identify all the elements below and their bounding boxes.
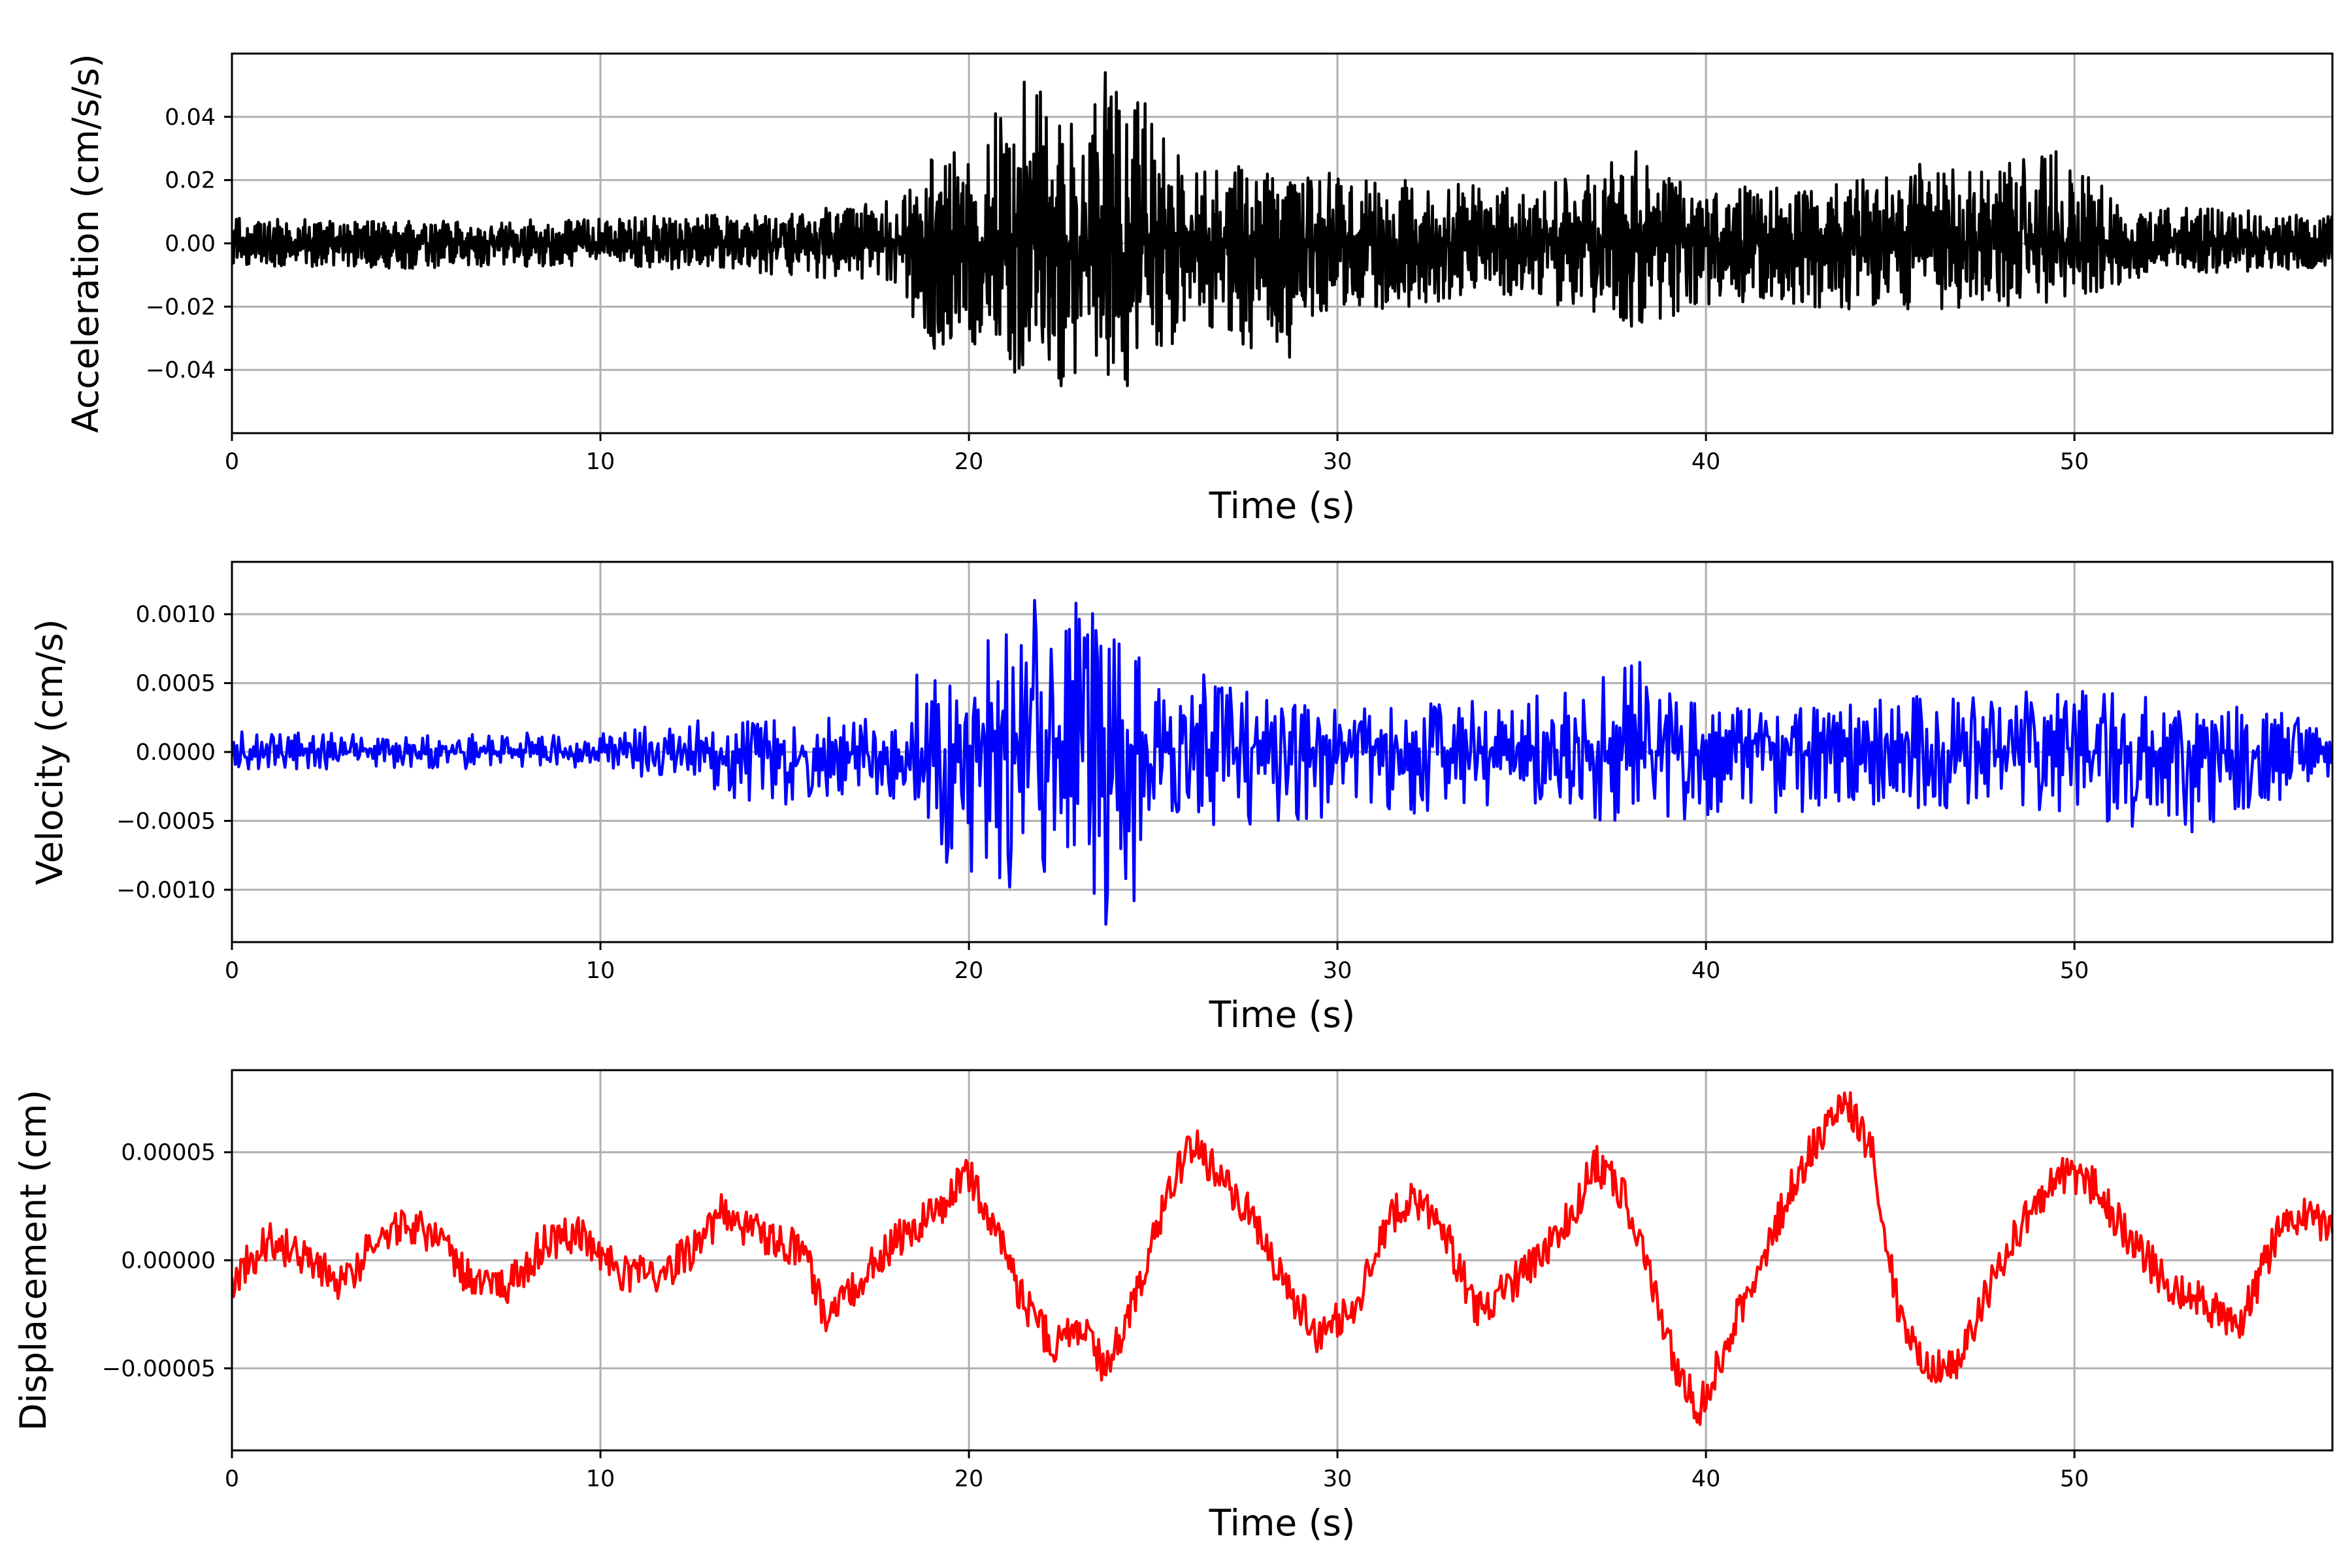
acceleration-ytick-label: 0.04 — [165, 105, 216, 131]
velocity-xtick-label: 30 — [1323, 958, 1352, 984]
velocity-xtick-label: 50 — [2060, 958, 2089, 984]
displacement-ytick-label: 0.00005 — [121, 1140, 216, 1166]
acceleration-xtick-label: 40 — [1691, 449, 1721, 475]
acceleration-xtick-label: 20 — [955, 449, 984, 475]
acceleration-xtick-label: 0 — [225, 449, 239, 475]
velocity-xaxis-label: Time (s) — [1209, 994, 1356, 1036]
velocity-ytick-label: 0.0005 — [136, 671, 216, 697]
displacement-yaxis-label: Displacement (cm) — [12, 1090, 54, 1431]
displacement-series-line — [232, 1091, 2332, 1426]
displacement-ytick-label: −0.00005 — [102, 1356, 216, 1382]
velocity-xtick-label: 10 — [586, 958, 615, 984]
displacement-xtick-label: 0 — [225, 1466, 239, 1492]
velocity-ytick-label: −0.0005 — [116, 808, 216, 834]
acceleration-panel: 0 10 20 30 40 50 −0.04 −0.02 0.00 0.02 0.04 Time (s… — [65, 52, 2334, 527]
acceleration-xaxis-label: Time (s) — [1209, 485, 1356, 527]
velocity-yaxis-label: Velocity (cm/s) — [29, 619, 71, 885]
acceleration-series-line — [232, 71, 2332, 387]
displacement-xtick-label: 30 — [1323, 1466, 1352, 1492]
velocity-ytick-label: 0.0000 — [136, 740, 216, 766]
acceleration-yaxis-label: Acceleration (cm/s/s) — [65, 54, 106, 433]
velocity-series-line — [232, 598, 2332, 926]
displacement-xtick-label: 20 — [955, 1466, 984, 1492]
displacement-xtick-label: 50 — [2060, 1466, 2089, 1492]
velocity-ytick-label: 0.0010 — [136, 602, 216, 628]
velocity-xtick-label: 40 — [1691, 958, 1721, 984]
velocity-xtick-label: 20 — [955, 958, 984, 984]
acceleration-ytick-label: −0.04 — [146, 357, 216, 384]
acceleration-ytick-label: 0.00 — [165, 231, 216, 257]
acceleration-xtick-label: 10 — [586, 449, 615, 475]
displacement-ytick-label: 0.00000 — [121, 1248, 216, 1274]
displacement-xaxis-label: Time (s) — [1209, 1502, 1356, 1544]
velocity-ytick-label: −0.0010 — [116, 877, 216, 904]
displacement-xtick-label: 10 — [586, 1466, 615, 1492]
acceleration-ytick-label: −0.02 — [146, 294, 216, 320]
acceleration-xtick-label: 50 — [2060, 449, 2089, 475]
displacement-xtick-label: 40 — [1691, 1466, 1721, 1492]
acceleration-xtick-label: 30 — [1323, 449, 1352, 475]
displacement-panel: 0 10 20 30 40 50 −0.00005 0.00000 0.00005 Time (s… — [12, 1069, 2334, 1544]
velocity-xtick-label: 0 — [225, 958, 239, 984]
acceleration-ytick-label: 0.02 — [165, 168, 216, 194]
velocity-panel: 0 10 20 30 40 50 −0.0010 −0.0005 0.0000 0.0005 0.0… — [29, 561, 2334, 1036]
